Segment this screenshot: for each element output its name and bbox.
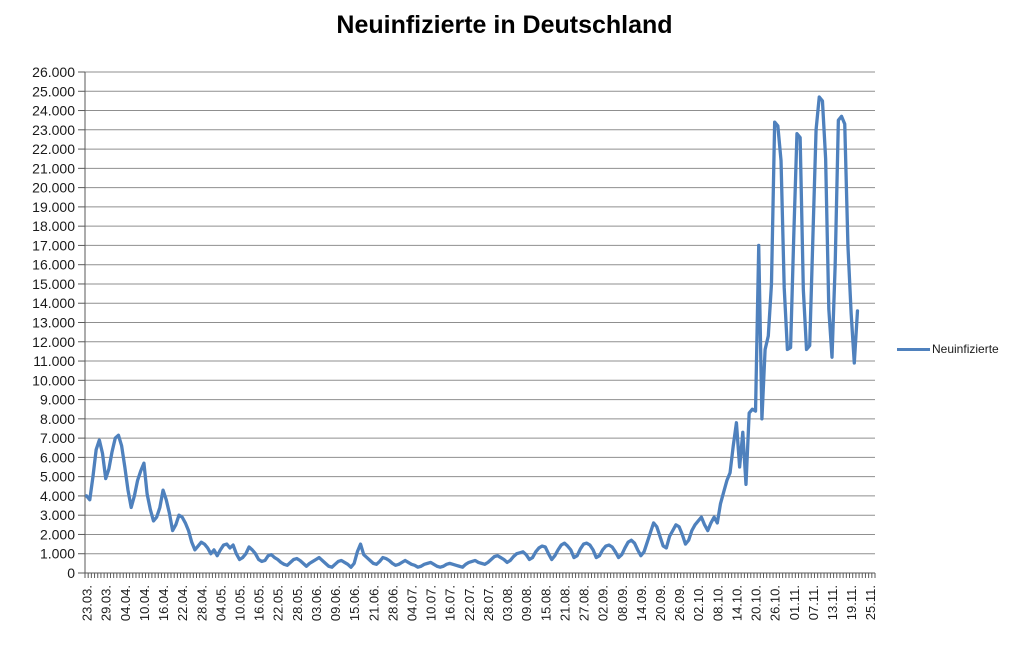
x-tick-label: 04.07. [405, 585, 420, 621]
y-tick-label: 18.000 [32, 218, 75, 234]
x-tick-label: 09.08. [519, 585, 534, 621]
x-tick-label: 21.06. [366, 585, 381, 621]
y-tick-label: 25.000 [32, 83, 75, 99]
y-tick-label: 14.000 [32, 295, 75, 311]
x-ticks [84, 573, 876, 578]
x-tick-label: 28.04. [194, 585, 209, 621]
y-tick-label: 6.000 [40, 449, 75, 465]
x-tick-label: 15.08. [538, 585, 553, 621]
y-tick-label: 19.000 [32, 199, 75, 215]
y-tick-label: 13.000 [32, 315, 75, 331]
y-tick-label: 11.000 [33, 353, 75, 369]
y-tick-label: 22.000 [32, 141, 75, 157]
x-tick-label: 21.08. [557, 585, 572, 621]
gridlines [85, 71, 875, 555]
y-tick-label: 24.000 [32, 103, 75, 119]
x-tick-label: 10.05. [232, 585, 247, 621]
x-tick-label: 03.08. [500, 585, 515, 621]
x-tick-label: 20.10. [749, 585, 764, 621]
y-tick-label: 4.000 [40, 488, 75, 504]
x-tick-label: 16.04. [156, 585, 171, 621]
x-tick-label: 13.11. [825, 585, 840, 620]
x-tick-label: 14.10. [729, 585, 744, 621]
y-tick-label: 20.000 [32, 180, 75, 196]
x-tick-label: 23.03. [80, 585, 95, 621]
y-tick-label: 9.000 [40, 392, 75, 408]
legend-series-label: Neuinfizierte [932, 342, 999, 356]
x-tick-label: 29.03. [99, 585, 114, 621]
y-tick-label: 5.000 [40, 469, 75, 485]
x-tick-label: 09.06. [328, 585, 343, 621]
x-tick-label: 26.10. [768, 585, 783, 621]
x-tick-label: 28.07. [481, 585, 496, 621]
y-axis: 0 1.000 2.000 3.000 4.000 5.000 6.000 7.000 8.00… [32, 64, 85, 581]
y-tick-label: 0 [67, 565, 75, 581]
x-tick-label: 14.09. [634, 585, 649, 621]
x-tick-label: 07.11. [806, 585, 821, 620]
y-tick-label: 26.000 [32, 64, 75, 80]
x-tick-label: 16.05. [252, 585, 267, 621]
x-tick-label: 01.11. [787, 585, 802, 620]
y-tick-label: 1.000 [40, 546, 75, 562]
y-tick-label: 16.000 [32, 257, 75, 273]
x-tick-label: 04.05. [213, 585, 228, 621]
x-tick-label: 26.09. [672, 585, 687, 621]
legend: Neuinfizierte [897, 341, 999, 357]
x-tick-label: 10.04. [137, 585, 152, 621]
x-tick-label: 08.10. [710, 585, 725, 621]
y-tick-label: 17.000 [32, 237, 75, 253]
y-tick-label: 2.000 [40, 526, 75, 542]
chart-title: Neuinfizierte in Deutschland [336, 11, 673, 39]
x-tick-label: 04.04. [118, 585, 133, 621]
x-tick-label: 28.05. [290, 585, 305, 621]
x-tick-label: 03.06. [309, 585, 324, 621]
x-tick-label: 15.06. [347, 585, 362, 621]
legend-line-sample [897, 347, 930, 351]
y-tick-label: 23.000 [32, 122, 75, 138]
x-tick-label: 19.11. [844, 585, 859, 620]
x-tick-label: 25.11. [863, 585, 878, 620]
x-tick-label: 22.07. [462, 585, 477, 621]
y-tick-label: 21.000 [32, 160, 75, 176]
x-tick-label: 22.04. [175, 585, 190, 621]
y-tick-label: 8.000 [40, 411, 75, 427]
x-tick-label: 20.09. [653, 585, 668, 621]
x-tick-label: 16.07. [443, 585, 458, 621]
x-tick-label: 10.07. [424, 585, 439, 621]
x-tick-label: 02.10. [691, 585, 706, 621]
data-series-line [84, 95, 860, 569]
x-tick-label: 08.09. [615, 585, 630, 621]
y-tick-label: 12.000 [32, 334, 75, 350]
x-tick-label: 27.08. [577, 585, 592, 621]
x-tick-label: 02.09. [596, 585, 611, 621]
y-tick-label: 7.000 [40, 430, 75, 446]
y-tick-label: 3.000 [40, 507, 75, 523]
y-tick-label: 15.000 [32, 276, 75, 292]
x-tick-label: 22.05. [271, 585, 286, 621]
x-axis: 23.03. 29.03. 04.04. 10.04. 16.04. 22.04. 28.0… [80, 585, 879, 621]
y-tick-label: 10.000 [32, 372, 75, 388]
x-tick-label: 28.06. [385, 585, 400, 621]
